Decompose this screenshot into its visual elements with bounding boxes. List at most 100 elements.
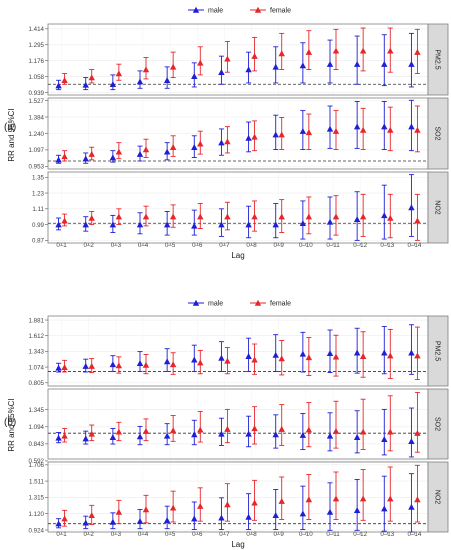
point-female xyxy=(305,129,313,136)
facet-panel xyxy=(48,172,428,243)
point-female xyxy=(278,50,285,57)
point-female xyxy=(251,356,258,363)
point-male xyxy=(299,220,307,226)
point-female xyxy=(115,362,123,369)
legend-marker-female xyxy=(254,6,262,13)
point-female xyxy=(169,63,177,70)
point-female xyxy=(224,357,231,364)
point-female xyxy=(251,133,258,140)
point-male xyxy=(272,431,279,438)
point-male xyxy=(353,60,361,67)
point-male xyxy=(55,364,62,371)
facet-strip-label: SO2 xyxy=(434,417,441,431)
point-male xyxy=(109,361,117,368)
point-male xyxy=(82,519,89,526)
point-male xyxy=(353,123,361,130)
point-male xyxy=(136,433,144,440)
x-tick-label: 0–10 xyxy=(299,242,313,249)
point-female xyxy=(251,425,258,432)
legend-label-female: female xyxy=(270,301,291,308)
x-tick-label: 0–6 xyxy=(192,242,203,249)
facet-panel xyxy=(48,389,428,459)
point-female xyxy=(332,213,340,220)
y-tick-label: 0.99 xyxy=(32,222,45,229)
facet-strip xyxy=(427,461,449,533)
x-axis-label: Lag xyxy=(231,540,244,549)
point-male xyxy=(272,351,279,358)
point-female xyxy=(88,150,95,157)
x-tick-label: 0–9 xyxy=(274,242,285,249)
y-tick-label: 1.35 xyxy=(32,175,45,182)
point-female xyxy=(197,59,204,66)
point-male xyxy=(163,221,171,228)
point-male xyxy=(408,60,415,67)
point-male xyxy=(163,517,171,524)
point-female xyxy=(115,213,123,220)
point-male xyxy=(299,350,307,357)
facet-strip xyxy=(427,23,449,96)
point-female xyxy=(359,428,367,435)
point-female xyxy=(305,496,313,503)
point-male xyxy=(326,218,334,225)
point-female xyxy=(224,213,231,220)
point-female xyxy=(387,126,394,133)
y-tick-label: 0.592 xyxy=(29,458,45,465)
point-male xyxy=(191,73,198,79)
x-tick-label: 0–14 xyxy=(408,242,422,249)
x-tick-label: 0–11 xyxy=(326,531,340,538)
point-female xyxy=(142,427,150,434)
point-male xyxy=(299,432,307,438)
point-female xyxy=(332,128,340,134)
point-male xyxy=(82,81,89,88)
y-tick-label: 0.87 xyxy=(32,238,45,245)
point-female xyxy=(387,495,394,502)
point-male xyxy=(109,518,117,525)
point-female xyxy=(332,47,340,54)
point-female xyxy=(169,427,177,434)
point-male xyxy=(82,362,89,369)
point-male xyxy=(136,360,144,366)
legend-label-male: male xyxy=(208,301,223,308)
point-female xyxy=(224,425,231,432)
point-female xyxy=(332,353,340,360)
point-female xyxy=(414,352,421,359)
point-female xyxy=(197,426,204,433)
point-male xyxy=(272,221,279,228)
point-male xyxy=(218,354,225,361)
point-female xyxy=(359,213,367,220)
point-female xyxy=(414,126,421,133)
x-tick-label: 0–3 xyxy=(111,242,122,249)
point-male xyxy=(191,144,198,150)
point-female xyxy=(169,144,177,150)
point-female xyxy=(142,361,150,368)
facet-panel xyxy=(48,462,428,532)
facet-strip xyxy=(427,388,449,460)
x-tick-label: 0–1 xyxy=(56,531,67,538)
x-tick-label: 0–5 xyxy=(165,531,176,538)
y-tick-label: 1.345 xyxy=(29,407,45,414)
point-female xyxy=(88,430,95,437)
point-male xyxy=(136,150,144,157)
point-male xyxy=(55,156,62,163)
point-male xyxy=(109,81,117,88)
legend-marker-female xyxy=(254,299,262,306)
point-female xyxy=(359,495,367,502)
y-tick-label: 0.805 xyxy=(29,380,45,387)
point-female xyxy=(414,429,421,436)
point-female xyxy=(115,70,123,77)
x-tick-label: 0–6 xyxy=(192,531,203,538)
point-female xyxy=(305,48,313,55)
point-female xyxy=(278,213,285,220)
y-tick-label: 0.924 xyxy=(29,527,45,534)
point-male xyxy=(218,69,225,75)
x-tick-label: 0–12 xyxy=(353,242,367,249)
y-tick-label: 1.612 xyxy=(29,333,45,340)
point-male xyxy=(163,77,171,83)
point-male xyxy=(408,204,415,211)
point-female xyxy=(305,426,313,433)
point-male xyxy=(326,432,334,439)
point-male xyxy=(82,155,89,162)
point-female xyxy=(251,499,258,506)
point-female xyxy=(61,364,68,371)
point-female xyxy=(142,213,150,220)
